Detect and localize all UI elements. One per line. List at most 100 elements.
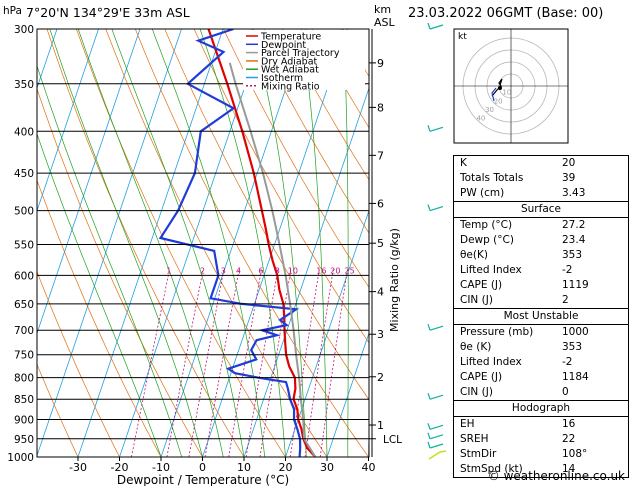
surface-row: Dewp (°C) 23.4 bbox=[454, 233, 628, 248]
hodograph-value: 108° bbox=[562, 448, 588, 460]
legend-label: Mixing Ratio bbox=[261, 81, 320, 92]
hodograph-title: Hodograph bbox=[454, 401, 628, 417]
hpa-label: hPa bbox=[3, 5, 22, 17]
surface-value: -2 bbox=[562, 264, 573, 276]
dry-adiabat-line bbox=[252, 29, 369, 234]
wind-barb-flag bbox=[427, 393, 431, 400]
hodograph-ring-label: 20 bbox=[494, 97, 503, 105]
hodograph-label: SREH bbox=[460, 433, 489, 445]
mixing-ratio-label: 4 bbox=[236, 266, 241, 275]
pressure-tick-label: 700 bbox=[14, 325, 34, 337]
indices-table: K 20 Totals Totals 39 PW (cm) 3.43 Surface Te… bbox=[453, 155, 629, 478]
location-title: 7°20'N 134°29'E 33m ASL bbox=[26, 5, 190, 20]
hodograph-row: EH 16 bbox=[454, 417, 628, 432]
most-unstable-label: Pressure (mb) bbox=[460, 326, 534, 338]
hodograph-trace bbox=[491, 78, 503, 97]
pressure-tick-label: 600 bbox=[14, 270, 34, 282]
surface-value: 23.4 bbox=[562, 234, 586, 246]
surface-title: Surface bbox=[454, 202, 628, 218]
wind-barb-flag bbox=[427, 204, 431, 211]
most-unstable-label: CIN (J) bbox=[460, 386, 493, 398]
km-tick-label: 5 bbox=[377, 237, 384, 250]
wind-barb bbox=[429, 394, 444, 400]
most-unstable-section: Most Unstable Pressure (mb) 1000 θe (K) 353… bbox=[454, 308, 628, 400]
legend-label: Wet Adiabat bbox=[261, 65, 319, 76]
hodograph-ring-label: 10 bbox=[502, 89, 511, 97]
asl-unit-label: ASL bbox=[374, 16, 396, 29]
pressure-tick-label: 900 bbox=[14, 415, 34, 427]
most-unstable-value: 0 bbox=[562, 386, 569, 398]
wind-barb-flag bbox=[427, 441, 431, 449]
forecast-date: 23.03.2022 06GMT (Base: 00) bbox=[408, 6, 604, 21]
surface-label: Dewp (°C) bbox=[460, 234, 514, 246]
legend-box bbox=[243, 30, 365, 90]
x-tick-label: 20 bbox=[279, 461, 293, 474]
index-label: K bbox=[460, 157, 467, 169]
km-unit-label: km bbox=[374, 3, 391, 16]
pressure-tick-label: 650 bbox=[14, 299, 34, 311]
most-unstable-value: 1000 bbox=[562, 326, 589, 338]
pressure-tick-label: 750 bbox=[14, 350, 34, 362]
isotherm-line bbox=[77, 29, 224, 457]
x-tick-label: -20 bbox=[111, 461, 129, 474]
surface-value: 353 bbox=[562, 249, 583, 261]
pressure-tick-label: 950 bbox=[14, 434, 34, 446]
dry-adiabat-line bbox=[134, 29, 369, 457]
x-tick-label: 30 bbox=[320, 461, 334, 474]
hodograph-section: Hodograph EH 16 SREH 22 StmDir 108° StmSpd (kt… bbox=[454, 400, 628, 477]
hodograph-value: 14 bbox=[562, 463, 576, 475]
dry-adiabat-line bbox=[37, 363, 79, 457]
wind-barb-flag bbox=[427, 432, 431, 439]
most-unstable-label: θe (K) bbox=[460, 341, 492, 353]
wind-barb bbox=[429, 206, 444, 212]
most-unstable-value: -2 bbox=[562, 356, 573, 368]
legend-label: Dry Adiabat bbox=[261, 56, 318, 67]
wind-barb-flag bbox=[427, 423, 431, 430]
surface-row: CAPE (J) 1119 bbox=[454, 278, 628, 293]
mixing-ratio-line bbox=[131, 269, 170, 457]
plot-frame bbox=[36, 28, 370, 458]
surface-label: θe(K) bbox=[460, 249, 488, 261]
wind-barb-surface bbox=[428, 450, 447, 460]
km-tick-label: 1 bbox=[377, 419, 384, 432]
surface-value: 2 bbox=[562, 294, 569, 306]
wind-barb-flag bbox=[427, 324, 431, 331]
wind-barb bbox=[429, 434, 444, 440]
pressure-tick-label: 850 bbox=[14, 394, 34, 406]
hodograph-label: StmSpd (kt) bbox=[460, 463, 523, 475]
mixing-ratio-line bbox=[319, 269, 348, 457]
hodograph-row: StmDir 108° bbox=[454, 447, 628, 462]
mixing-ratio-label: 3 bbox=[221, 266, 226, 275]
mixing-ratio-label: 16 bbox=[316, 266, 326, 275]
hodograph-row: SREH 22 bbox=[454, 432, 628, 447]
storm-motion-marker bbox=[498, 86, 502, 90]
mixing-ratio-label: 1 bbox=[166, 266, 171, 275]
most-unstable-row: CIN (J) 0 bbox=[454, 385, 628, 400]
mixing-ratio-label: 10 bbox=[288, 266, 298, 275]
hodograph-value: 16 bbox=[562, 418, 576, 430]
surface-section: Surface Temp (°C) 27.2 Dewp (°C) 23.4 θe(K) 3… bbox=[454, 201, 628, 308]
km-tick-label: 4 bbox=[377, 286, 384, 299]
hodograph-label: EH bbox=[460, 418, 475, 430]
pressure-tick-label: 400 bbox=[14, 126, 34, 138]
isotherm-line bbox=[243, 86, 369, 457]
surface-label: CIN (J) bbox=[460, 294, 493, 306]
surface-row: θe(K) 353 bbox=[454, 248, 628, 263]
km-tick-label: 6 bbox=[377, 197, 384, 210]
wind-barb bbox=[429, 443, 444, 449]
mixing-ratio-line bbox=[188, 269, 225, 457]
mixing-ratio-label: 25 bbox=[345, 266, 355, 275]
mixing-ratio-line bbox=[304, 269, 334, 457]
pressure-tick-label: 300 bbox=[14, 24, 34, 36]
km-tick-label: 8 bbox=[377, 101, 384, 114]
most-unstable-label: Lifted Index bbox=[460, 356, 522, 368]
wet-adiabat-line bbox=[151, 29, 266, 457]
index-row: K 20 bbox=[454, 156, 628, 171]
mixing-ratio-line bbox=[166, 269, 204, 457]
dry-adiabat-line bbox=[223, 29, 369, 289]
dry-adiabat-line bbox=[37, 87, 203, 457]
surface-value: 27.2 bbox=[562, 219, 586, 231]
index-label: Totals Totals bbox=[460, 172, 524, 184]
mixing-ratio-line bbox=[289, 269, 320, 457]
x-axis-label: Dewpoint / Temperature (°C) bbox=[117, 473, 289, 486]
